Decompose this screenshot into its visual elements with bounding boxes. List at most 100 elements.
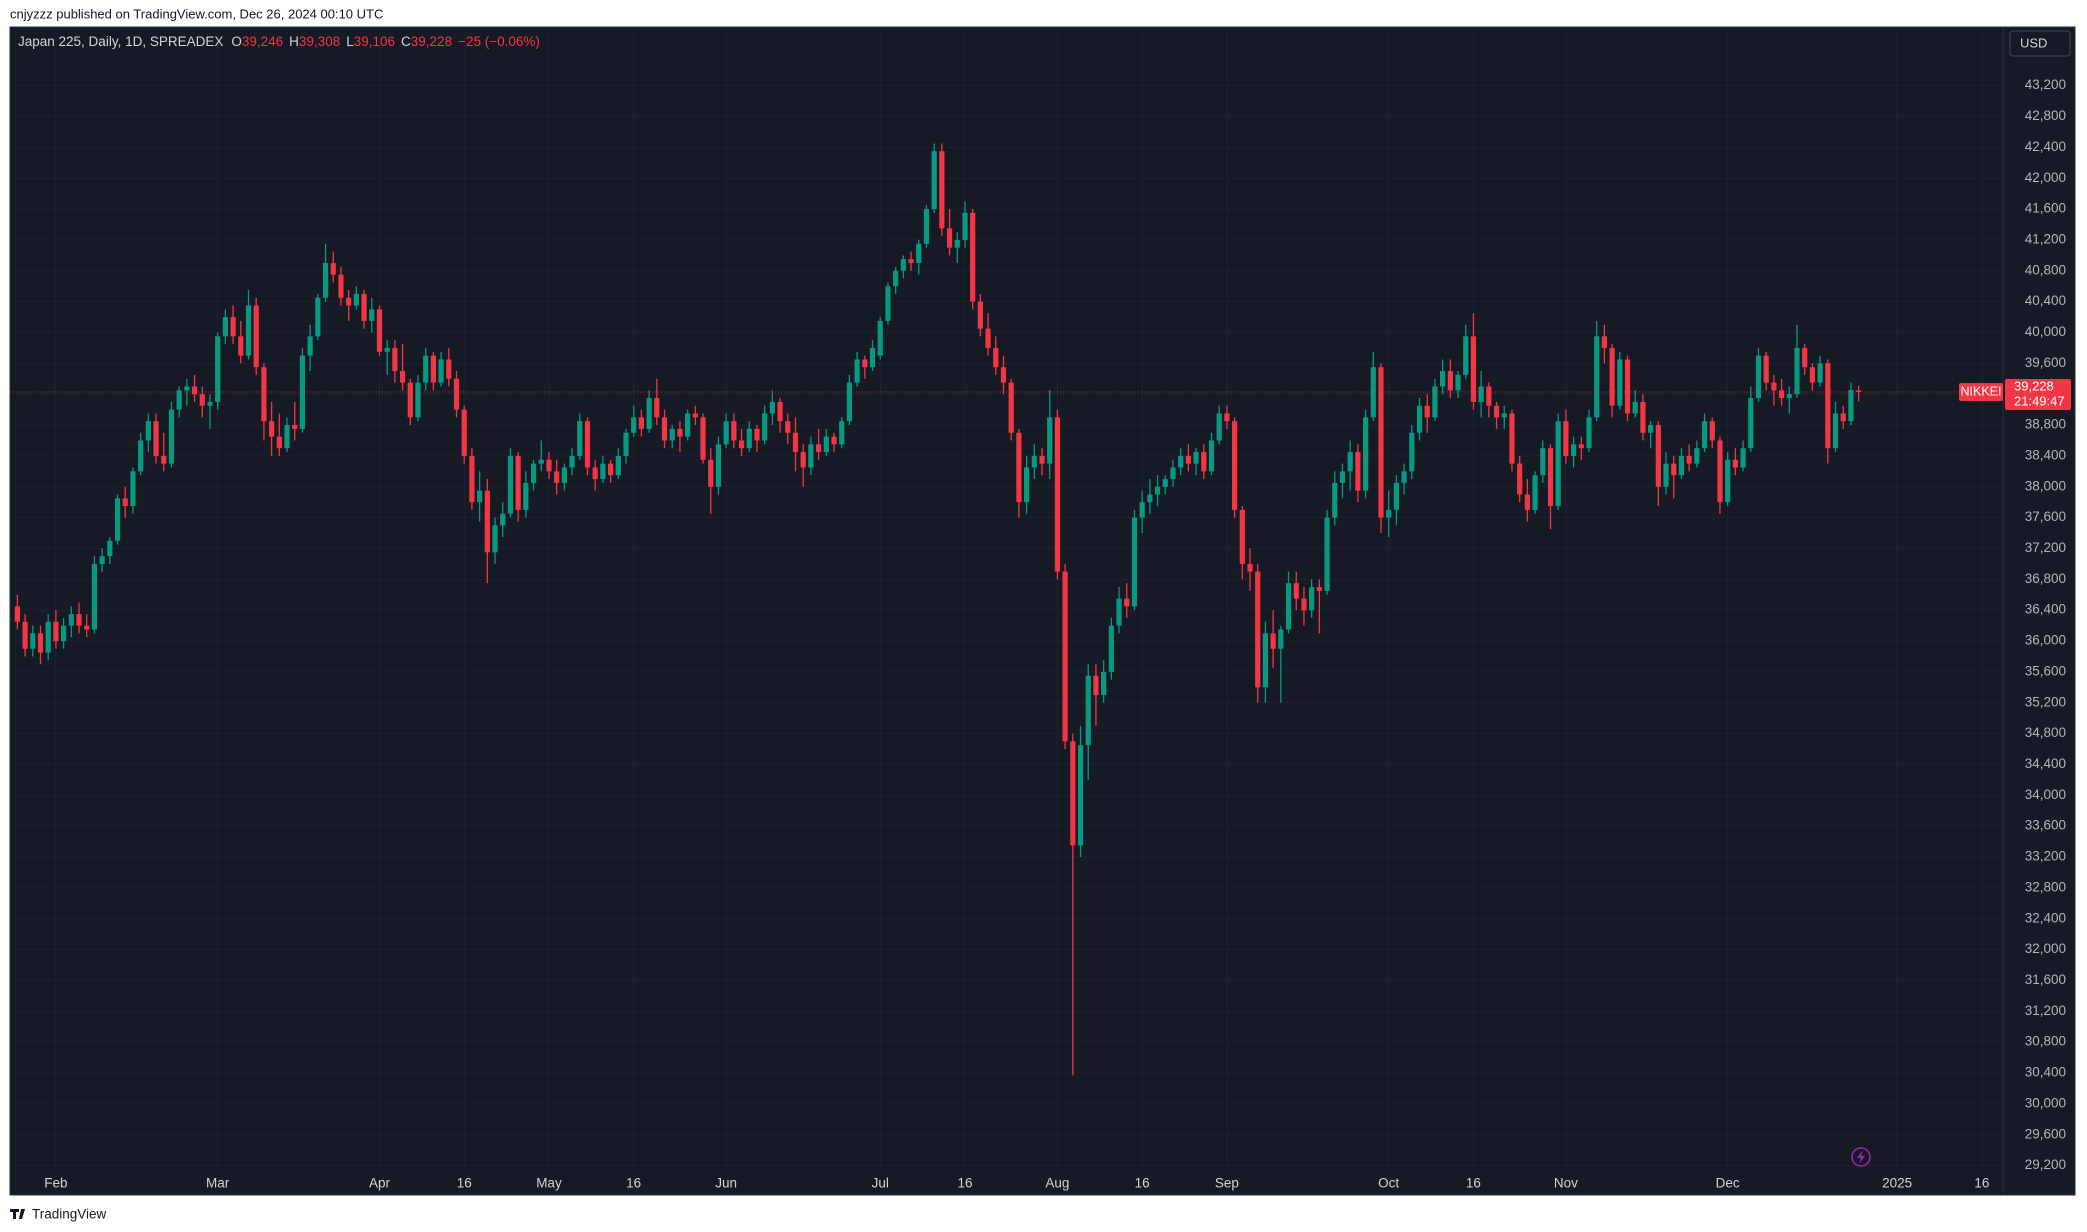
y-tick-label: 32,000 — [2025, 941, 2066, 956]
y-tick-label: 32,800 — [2025, 879, 2066, 894]
candle-body — [222, 317, 228, 337]
l-label: L — [346, 34, 354, 49]
candle-body — [839, 421, 845, 445]
candle-body — [1678, 455, 1685, 476]
candle-body — [1555, 421, 1561, 507]
candle-body — [315, 297, 321, 337]
candle-body — [145, 421, 151, 441]
candle-body — [1532, 475, 1538, 510]
candle-body — [646, 398, 652, 429]
currency-button[interactable] — [2009, 30, 2071, 57]
candle-body — [1725, 459, 1731, 503]
candle-body — [1694, 448, 1700, 464]
candle-body — [823, 436, 829, 453]
candle-body — [415, 382, 421, 418]
candle-body — [977, 301, 983, 329]
candle-body — [908, 259, 914, 264]
candle-body — [800, 452, 806, 468]
candle-body — [1709, 421, 1715, 441]
candle-body — [500, 513, 506, 526]
candle-body — [307, 336, 313, 356]
y-tick-label: 35,200 — [2025, 694, 2066, 709]
countdown: 21:49:47 — [2014, 393, 2065, 408]
y-tick-label: 36,800 — [2025, 571, 2066, 586]
candle-body — [1247, 563, 1253, 572]
candle-body — [546, 459, 552, 472]
candle-body — [723, 421, 729, 445]
y-tick-label: 42,000 — [2025, 170, 2066, 185]
series-name: NIKKEI — [1961, 384, 2002, 398]
x-tick-label: 2025 — [1882, 1176, 1912, 1191]
candle-body — [338, 274, 344, 298]
candle-body — [708, 459, 714, 487]
candle-body — [669, 428, 675, 441]
series-name-badge — [1959, 383, 2003, 402]
candle-body — [207, 401, 213, 406]
candle-body — [68, 614, 74, 626]
x-tick-label: May — [536, 1176, 562, 1191]
candle-body — [1671, 463, 1677, 476]
candle-body — [299, 355, 306, 429]
candle-body — [1347, 452, 1353, 472]
candle-body — [1748, 398, 1754, 449]
candle-body — [384, 347, 390, 352]
candle-body — [76, 614, 82, 626]
y-tick-label: 30,400 — [2025, 1065, 2066, 1080]
y-tick-label: 42,400 — [2025, 139, 2066, 154]
y-tick-label: 35,600 — [2025, 663, 2066, 678]
candle-body — [762, 413, 768, 441]
candle-body — [954, 239, 960, 248]
candle-body — [1216, 413, 1222, 441]
candle-body — [1170, 467, 1176, 480]
candle-body — [900, 259, 906, 271]
candle-body — [1085, 675, 1091, 746]
y-tick-label: 38,000 — [2025, 478, 2066, 493]
candle-body — [1370, 367, 1376, 418]
currency-label[interactable]: USD — [2020, 35, 2047, 50]
candle-body — [269, 421, 275, 437]
candle-body — [1701, 421, 1708, 449]
y-tick-label: 38,400 — [2025, 447, 2066, 462]
candle-body — [477, 490, 483, 503]
y-tick-label: 40,800 — [2025, 262, 2066, 277]
candle-body — [1609, 347, 1615, 406]
candle-body — [538, 459, 544, 464]
candle-body — [168, 409, 175, 464]
y-tick-label: 30,800 — [2025, 1034, 2066, 1049]
candle-body — [1763, 355, 1769, 383]
candle-body — [1224, 413, 1230, 422]
candle-body — [1509, 413, 1515, 464]
lightning-icon[interactable] — [1851, 1147, 1871, 1167]
candle-body — [731, 421, 737, 441]
candle-body — [1008, 382, 1014, 433]
candle-body — [1362, 417, 1369, 491]
candle-body — [515, 455, 521, 510]
candle-body — [1239, 509, 1245, 564]
candle-body — [292, 425, 298, 429]
candle-body — [607, 463, 614, 476]
x-tick-label: Jul — [872, 1176, 889, 1191]
candle-body — [862, 359, 868, 368]
candle-body — [685, 413, 691, 437]
candle-body — [430, 355, 436, 383]
y-tick-label: 29,600 — [2025, 1126, 2066, 1141]
candle-body — [484, 490, 490, 553]
candle-body — [230, 317, 236, 337]
candle-body — [1293, 583, 1299, 599]
y-tick-label: 41,600 — [2025, 201, 2066, 216]
candle-body — [1309, 587, 1315, 611]
y-tick-label: 33,600 — [2025, 818, 2066, 833]
candle-body — [1424, 405, 1430, 418]
candle-body — [792, 432, 799, 453]
candle-body — [631, 417, 637, 433]
candle-body — [1586, 417, 1592, 449]
logo-mark — [10, 1209, 25, 1219]
candle-body — [438, 359, 444, 383]
candle-body — [931, 151, 937, 210]
attribution: cnjyzzz published on TradingView.com, De… — [10, 6, 383, 21]
candle-body — [1262, 633, 1269, 688]
o-label: O — [231, 34, 242, 49]
candle-body — [45, 621, 51, 653]
candle-body — [376, 309, 383, 352]
